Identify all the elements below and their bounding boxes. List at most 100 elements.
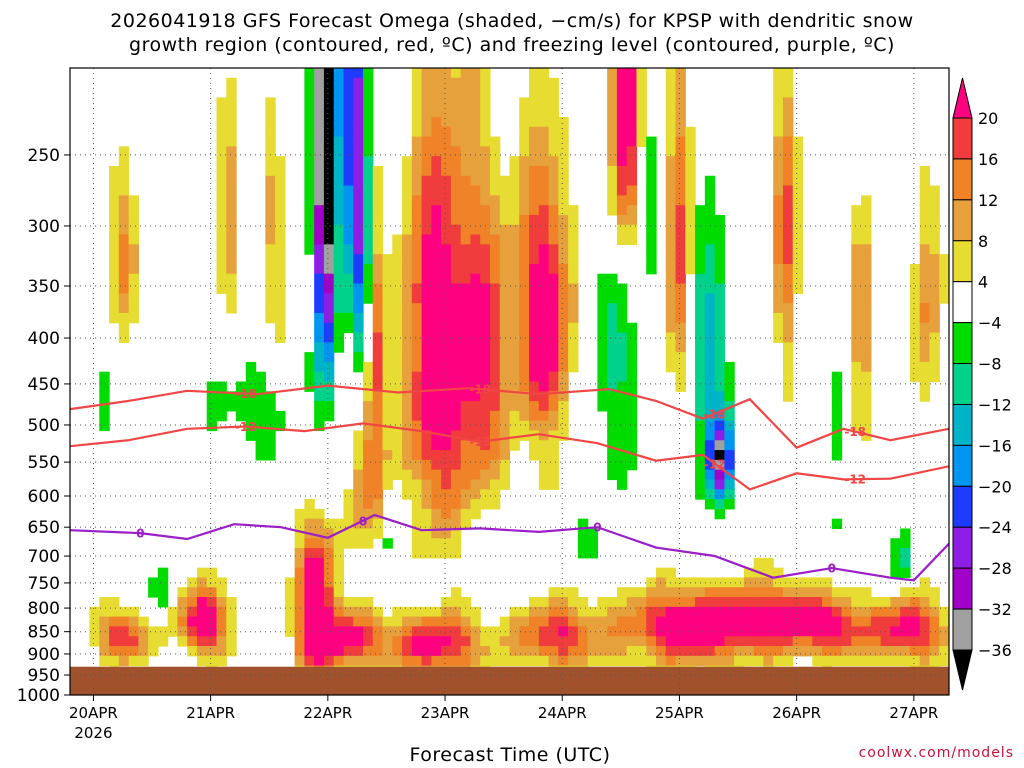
- omega-cell-117: [187, 636, 198, 647]
- omega-cell-1840: [656, 646, 667, 657]
- omega-cell-959: [431, 606, 442, 618]
- omega-cell-890: [421, 450, 432, 461]
- omega-cell-256: [265, 410, 276, 422]
- omega-cell-1061: [450, 420, 462, 432]
- omega-cell-918: [431, 156, 442, 167]
- omega-cell-561: [353, 273, 364, 285]
- omega-cell-1565: [558, 273, 569, 285]
- omega-cell-59: [118, 322, 130, 334]
- omega-cell-1426: [529, 312, 540, 324]
- omega-cell-476: [333, 283, 345, 294]
- omega-cell-2307: [851, 244, 862, 255]
- omega-cell-840: [411, 528, 423, 539]
- omega-cell-336: [304, 577, 315, 588]
- omega-cell-1753: [626, 87, 638, 98]
- omega-cell-1476: [538, 342, 550, 353]
- omega-cell-1497: [538, 655, 550, 667]
- omega-cell-2451: [919, 587, 931, 598]
- omega-cell-1969: [695, 361, 706, 373]
- omega-cell-1027: [450, 87, 462, 98]
- omega-cell-418: [323, 224, 335, 236]
- omega-cell-1481: [538, 391, 550, 402]
- omega-cell-197: [226, 263, 237, 275]
- omega-cell-815: [411, 283, 423, 294]
- omega-cell-702: [382, 391, 393, 402]
- omega-cell-885: [421, 401, 432, 412]
- omega-cell-175: [216, 636, 227, 647]
- omega-cell-392: [314, 587, 325, 598]
- omega-cell-1239: [480, 499, 491, 510]
- colorbar-bin-6: [952, 322, 973, 365]
- omega-cell-1498: [548, 77, 559, 89]
- omega-cell-212: [236, 401, 247, 412]
- omega-cell-1762: [626, 175, 638, 187]
- omega-cell-570: [353, 361, 364, 373]
- omega-cell-1369: [519, 185, 530, 196]
- omega-cell-571: [353, 430, 364, 441]
- omega-cell-1654: [597, 597, 608, 608]
- omega-cell-1770: [626, 332, 638, 343]
- omega-cell-1281: [489, 489, 501, 500]
- omega-cell-716: [382, 646, 393, 657]
- omega-cell-681: [372, 606, 384, 618]
- omega-cell-904: [421, 636, 432, 647]
- omega-cell-544: [353, 107, 364, 118]
- omega-cell-817: [411, 303, 423, 314]
- omega-cell-239: [265, 175, 276, 187]
- omega-cell-833: [411, 459, 423, 471]
- omega-cell-1640: [597, 273, 608, 285]
- omega-cell-2482: [929, 606, 940, 618]
- colorbar-label-2: 12: [978, 191, 998, 210]
- omega-cell-41: [118, 146, 130, 157]
- omega-cell-151: [216, 156, 227, 167]
- omega-cell-2059: [714, 440, 725, 451]
- omega-cell-1793: [636, 77, 647, 89]
- omega-cell-1273: [489, 410, 501, 422]
- xtick-label-23APR: 23APR: [421, 704, 470, 722]
- omega-cell-1949: [685, 636, 696, 647]
- omega-cell-2170: [773, 312, 784, 324]
- omega-cell-546: [353, 126, 364, 138]
- omega-cell-1624: [577, 606, 589, 618]
- omega-cell-449: [323, 626, 335, 637]
- omega-cell-516: [343, 234, 354, 245]
- omega-cell-2320: [851, 371, 862, 383]
- omega-cell-896: [421, 508, 432, 520]
- omega-cell-2364: [861, 636, 872, 647]
- omega-cell-157: [216, 214, 227, 226]
- omega-cell-1519: [548, 283, 559, 294]
- omega-cell-1957: [695, 244, 706, 255]
- omega-cell-2446: [919, 361, 931, 373]
- omega-cell-592: [363, 77, 374, 89]
- omega-cell-612: [363, 273, 374, 285]
- omega-cell-2207: [782, 303, 794, 314]
- omega-cell-1922: [675, 616, 686, 628]
- omega-cell-315: [304, 165, 315, 177]
- omega-cell-2477: [929, 352, 940, 363]
- omega-cell-1319: [499, 616, 511, 628]
- omega-cell-2418: [909, 597, 921, 608]
- omega-cell-1090: [460, 116, 472, 128]
- omega-cell-2143: [763, 655, 774, 667]
- omega-cell-2012: [704, 371, 716, 383]
- omega-cell-189: [226, 185, 237, 196]
- omega-cell-1324: [509, 156, 520, 167]
- omega-cell-74: [128, 263, 139, 275]
- omega-cell-1126: [460, 469, 472, 481]
- omega-cell-467: [333, 195, 345, 206]
- omega-cell-1436: [529, 410, 540, 422]
- omega-cell-1353: [509, 440, 520, 451]
- omega-cell-224: [255, 391, 266, 402]
- omega-cell-2085: [724, 440, 735, 451]
- omega-cell-549: [353, 156, 364, 167]
- omega-cell-1595: [568, 234, 579, 245]
- omega-cell-1883: [665, 655, 677, 667]
- omega-cell-1469: [538, 273, 550, 285]
- omega-cell-1079: [450, 626, 462, 637]
- omega-cell-1375: [519, 244, 530, 255]
- omega-cell-1718: [616, 205, 628, 216]
- omega-cell-2263: [812, 626, 823, 637]
- omega-cell-1886: [675, 77, 686, 89]
- omega-cell-1941: [685, 254, 696, 265]
- omega-cell-941: [431, 381, 442, 392]
